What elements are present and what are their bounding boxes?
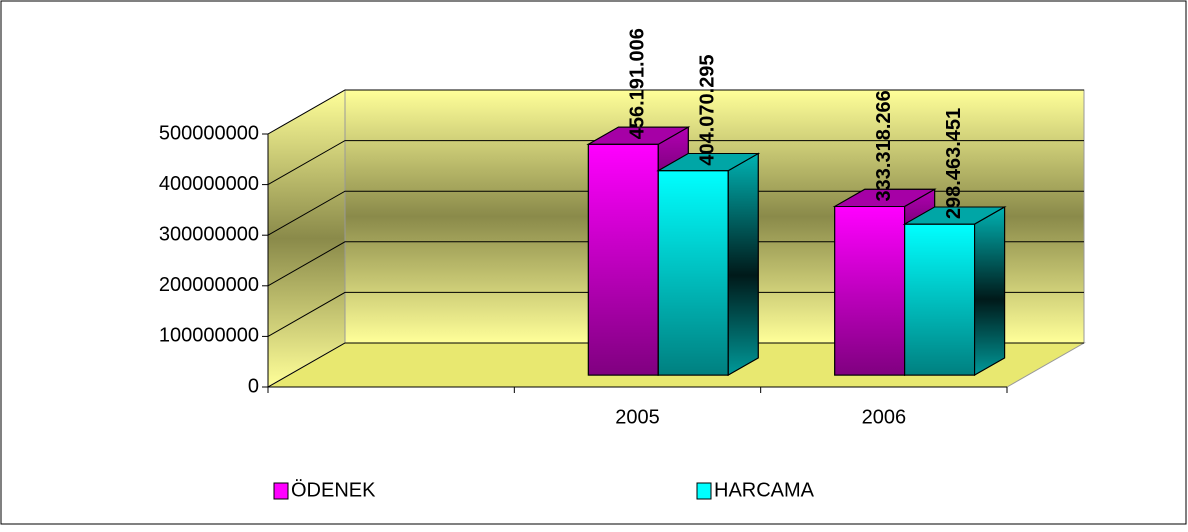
bar-front-shade	[587, 143, 659, 376]
legend-key	[696, 482, 712, 500]
bar-side-shade	[974, 206, 1006, 376]
bar-front-shade	[904, 223, 976, 376]
y-tick-label: 200000000	[159, 274, 259, 296]
left-wall	[267, 89, 346, 388]
bar-front-shade	[657, 170, 729, 376]
value-label: 298.463.451	[943, 108, 965, 219]
grid-line	[267, 190, 1084, 236]
value-label: 404.070.295	[697, 54, 719, 165]
grid-line	[267, 89, 1084, 135]
y-tick-label: 100000000	[159, 325, 259, 347]
bar	[656, 152, 761, 376]
y-tick-label: 300000000	[159, 223, 259, 245]
y-tick-label: 400000000	[159, 173, 259, 195]
bar	[902, 206, 1007, 376]
value-label: 333.318.266	[873, 90, 895, 201]
legend-label: ÖDENEK	[291, 479, 376, 501]
bar-top-shade	[656, 153, 761, 172]
bar-side-shade	[727, 152, 759, 376]
x-tick-label: 2006	[862, 406, 907, 428]
bar-top-shade	[832, 188, 937, 207]
bar-top-shade	[902, 206, 1007, 225]
x-tick-label: 2005	[615, 406, 660, 428]
legend-key	[273, 482, 289, 500]
value-label: 456.191.006	[627, 28, 649, 139]
grid-line	[267, 140, 1084, 186]
y-tick-label: 0	[248, 375, 259, 397]
legend-label: HARCAMA	[714, 479, 815, 501]
bar-top-shade	[586, 126, 691, 145]
y-tick-label: 500000000	[159, 122, 259, 144]
bar-front-shade	[834, 205, 906, 376]
